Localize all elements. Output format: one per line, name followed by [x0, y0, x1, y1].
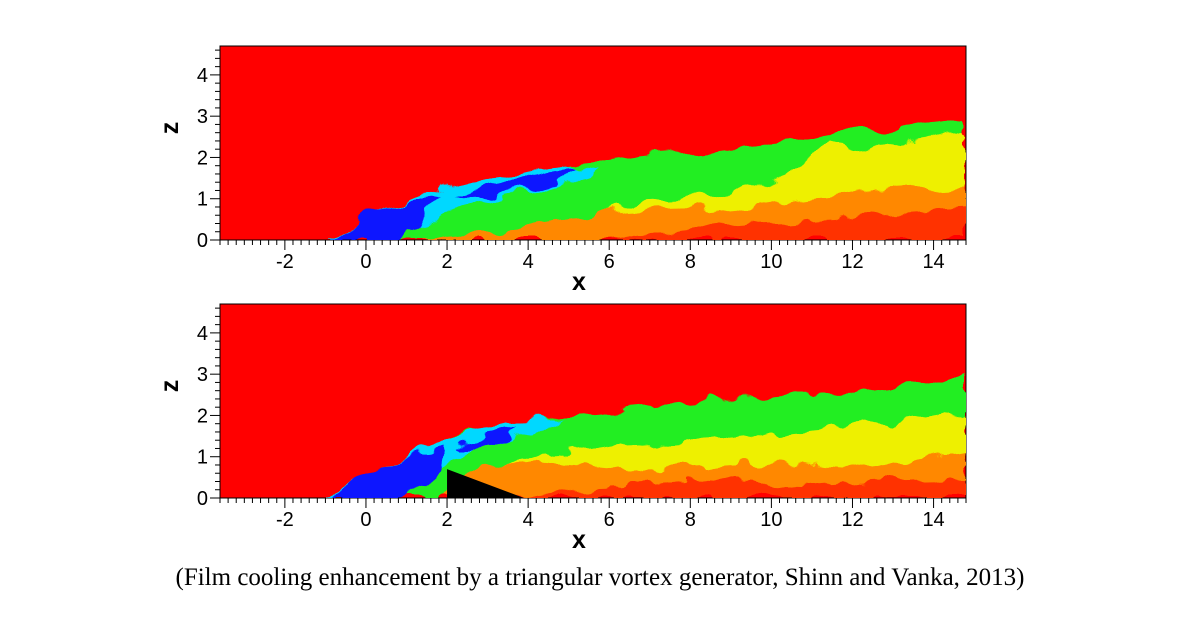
coolant-jet-contours: [326, 372, 966, 498]
jet-core-blue: [330, 450, 445, 498]
x-tick-label: 0: [360, 251, 371, 273]
x-axis-title: x: [572, 526, 586, 554]
near-wall-red-streak: [600, 210, 966, 240]
x-tick-label: 10: [760, 251, 782, 273]
axis-ticks: [210, 49, 967, 250]
z-tick-label: 3: [197, 106, 208, 128]
coolant-jet-contours: [326, 120, 966, 240]
x-tick-label: -2: [276, 251, 294, 273]
x-tick-label: 4: [523, 251, 534, 273]
figure-caption: (Film cooling enhancement by a triangula…: [175, 564, 1025, 591]
x-tick-label: 4: [523, 509, 534, 531]
z-tick-label: 0: [197, 488, 208, 510]
x-tick-label: 0: [360, 509, 371, 531]
x-tick-label: 12: [841, 509, 863, 531]
x-tick-label: 14: [922, 509, 944, 531]
x-tick-label: -2: [276, 509, 294, 531]
z-tick-label: 3: [197, 364, 208, 386]
vortex-generator-triangle: [447, 469, 525, 498]
z-tick-label: 4: [197, 65, 208, 87]
x-tick-label: 10: [760, 509, 782, 531]
near-wall-red-streak: [500, 478, 966, 498]
z-axis-title: z: [156, 122, 184, 135]
x-tick-label: 2: [441, 509, 452, 531]
z-tick-label: 0: [197, 230, 208, 252]
z-tick-label: 1: [197, 447, 208, 469]
x-tick-label: 6: [604, 509, 615, 531]
x-tick-label: 6: [604, 251, 615, 273]
x-tick-label: 12: [841, 251, 863, 273]
z-tick-label: 4: [197, 323, 208, 345]
z-axis-title: z: [156, 380, 184, 393]
x-axis-title: x: [572, 268, 586, 296]
jet-core-blue: [330, 194, 440, 240]
z-tick-label: 1: [197, 189, 208, 211]
jet-core-blue-streak: [455, 168, 575, 200]
z-tick-label: 2: [197, 405, 208, 427]
x-tick-label: 2: [441, 251, 452, 273]
jet-core-blue-streak: [455, 428, 520, 448]
x-tick-label: 14: [922, 251, 944, 273]
axis-ticks: [210, 307, 967, 508]
z-tick-label: 2: [197, 147, 208, 169]
x-tick-label: 8: [685, 509, 696, 531]
x-tick-label: 8: [685, 251, 696, 273]
